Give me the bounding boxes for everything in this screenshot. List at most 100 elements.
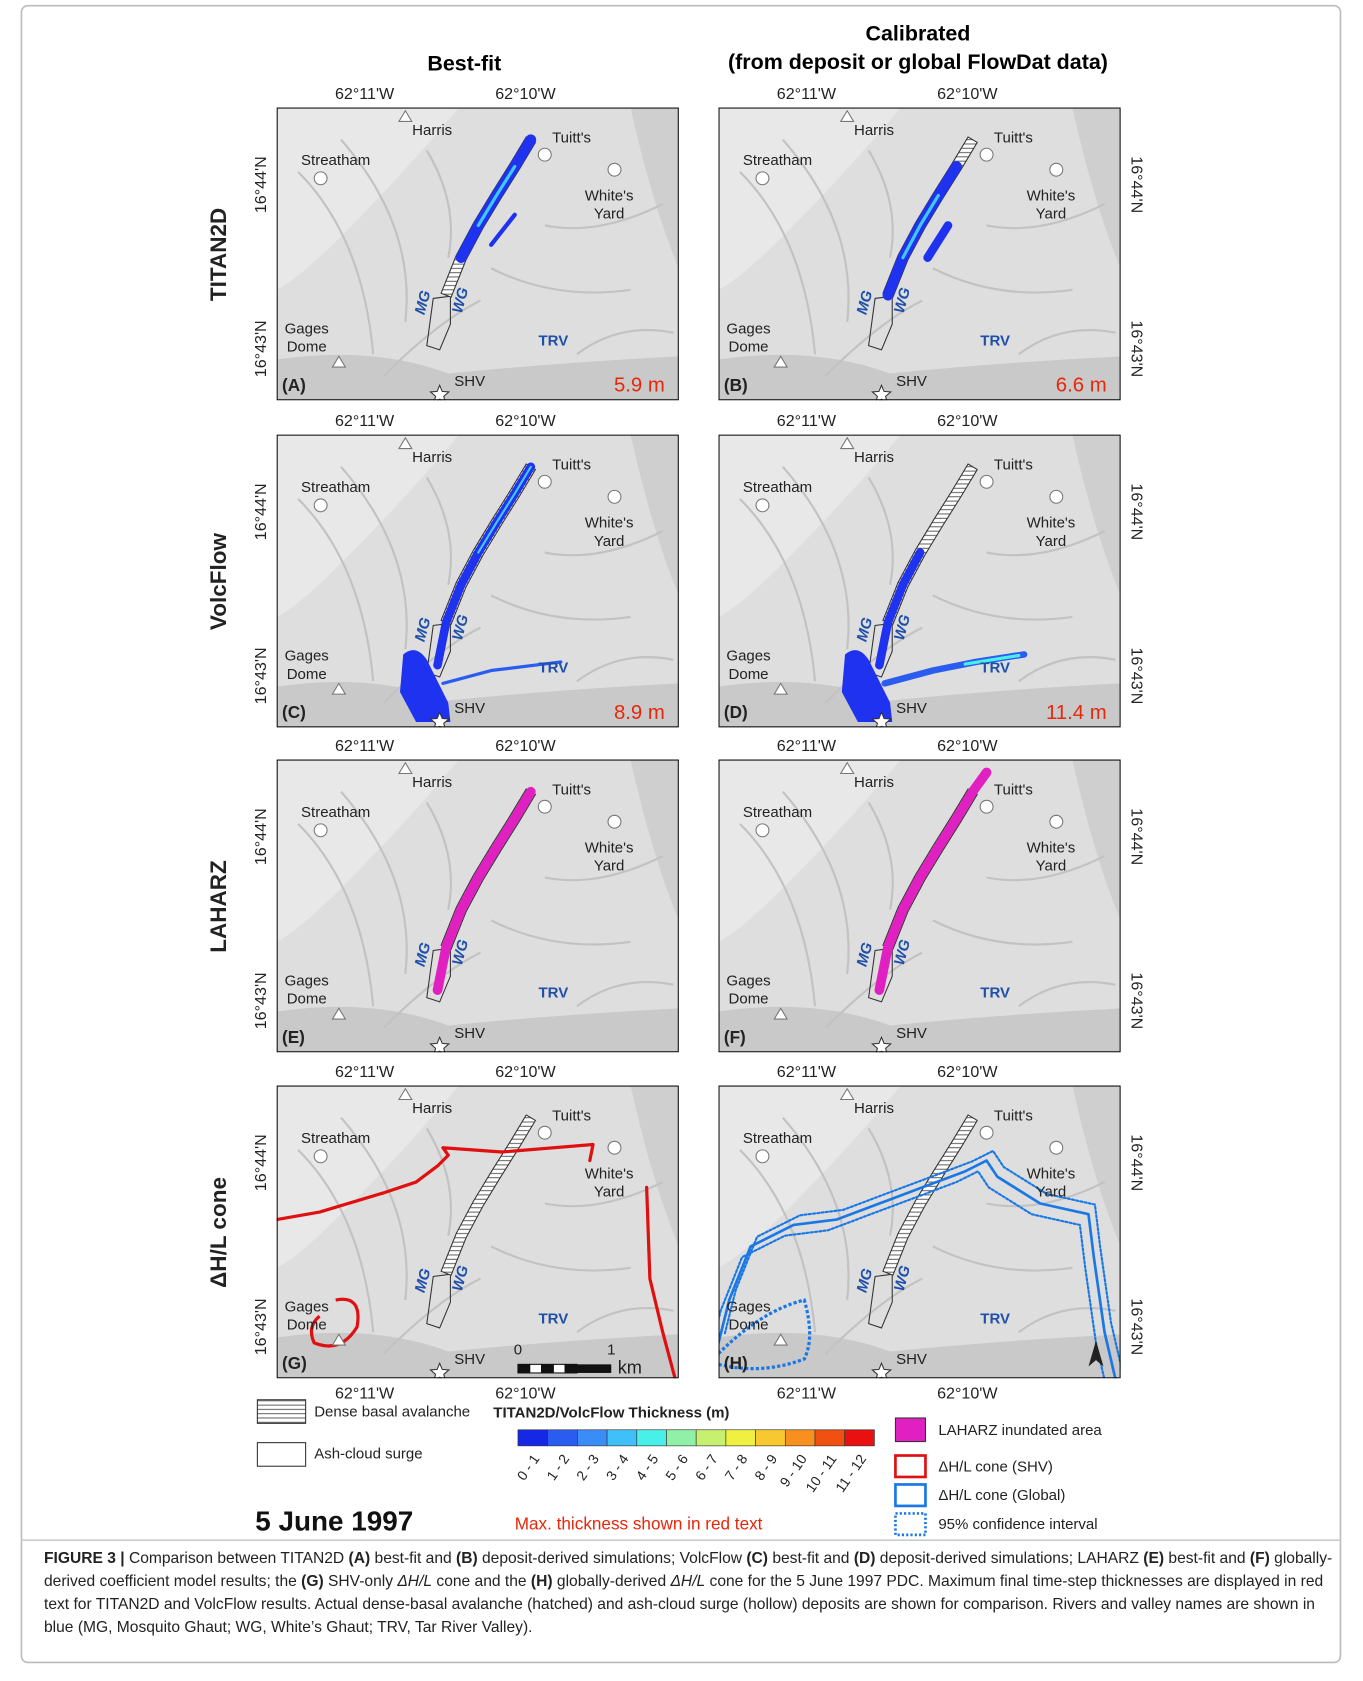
place-label: SHV (454, 1025, 485, 1042)
colorbar-swatch (547, 1429, 578, 1447)
lat-label: 16°44'N (1127, 483, 1145, 540)
place-label: White's (585, 1166, 634, 1183)
marker (313, 1149, 328, 1164)
ridge (297, 1149, 375, 1333)
legend-swatch (894, 1483, 927, 1508)
ridge (544, 855, 664, 882)
lon-label: 62°10'W (495, 1063, 556, 1081)
place-label: White's (1027, 188, 1076, 205)
river-label: WG (891, 613, 914, 643)
max-thickness: 5.9 m (614, 375, 665, 397)
place-label: Streatham (301, 804, 370, 821)
ridge (986, 530, 1106, 557)
place-label: SHV (454, 373, 485, 390)
scale-bar (564, 1363, 578, 1374)
place-label: Gages (285, 320, 329, 337)
place-label: Gages (285, 648, 329, 665)
river-label: TRV (980, 659, 1010, 676)
ridge (340, 1117, 408, 1301)
caption-ref: (A) (348, 1550, 371, 1567)
flow-tail-core (963, 653, 1021, 666)
legend-label: Ash-cloud surge (314, 1445, 422, 1462)
place-label: Gages (285, 972, 329, 989)
confidence-line (723, 1149, 1121, 1369)
colorbar-label: 11 - 12 (832, 1451, 870, 1495)
scale-bar (576, 1364, 612, 1373)
caption-ref: (D) (853, 1550, 876, 1567)
lon-label: 62°11'W (335, 1063, 395, 1081)
caption-text: best-fit and (1164, 1550, 1250, 1567)
ash-cloud-deposit (426, 1273, 451, 1329)
ridge (297, 823, 375, 1007)
river-label: MG (854, 940, 877, 968)
place-label: Harris (412, 1100, 452, 1117)
ridge (383, 299, 481, 377)
marker (839, 436, 855, 450)
ridge (867, 1127, 894, 1236)
ridge (490, 919, 631, 946)
lon-label: 62°11'W (335, 85, 395, 103)
ridge (1018, 656, 1116, 683)
ridge (340, 466, 408, 650)
lon-label: 62°10'W (495, 737, 556, 755)
place-label: Harris (854, 1100, 894, 1117)
place-label: Yard (594, 858, 625, 875)
legend-label: LAHARZ inundated area (938, 1422, 1102, 1439)
colorbar-label: 8 - 9 (751, 1451, 780, 1483)
marker (313, 171, 328, 186)
caption-term: ΔH/L (670, 1573, 706, 1590)
caption-text: Comparison between TITAN2D (124, 1550, 349, 1567)
river-label: TRV (538, 332, 568, 349)
caption-text: globally-derived (552, 1573, 671, 1590)
marker (397, 109, 413, 123)
terrain-shade (276, 107, 459, 290)
place-label: White's (1027, 840, 1076, 857)
confidence-line (718, 1170, 1106, 1379)
caption-ref: (E) (1143, 1550, 1165, 1567)
ridge (425, 801, 452, 910)
scale-bar (552, 1363, 566, 1374)
place-label: SHV (454, 1351, 485, 1368)
lon-label: 62°11'W (335, 737, 395, 755)
max-thickness: 11.4 m (1046, 702, 1107, 724)
cone-global (718, 1159, 1117, 1379)
ridge (932, 594, 1073, 621)
ridge (932, 1245, 1073, 1272)
place-label: Yard (1036, 1184, 1067, 1201)
lat-label: 16°44'N (252, 483, 270, 540)
panel-letter: (D) (724, 702, 748, 722)
ridge (782, 466, 850, 650)
ridge (867, 149, 894, 258)
place-label: Harris (412, 774, 452, 791)
ridge (986, 203, 1106, 230)
marker (331, 1333, 347, 1346)
ridge (782, 791, 850, 975)
panel-letter: (E) (282, 1027, 305, 1047)
column-title: Calibrated (866, 21, 971, 45)
colorbar-label: 3 - 4 (603, 1451, 632, 1483)
river-label: WG (449, 613, 472, 643)
ridge (782, 1117, 850, 1301)
caption-ref: (F) (1249, 1550, 1270, 1567)
river-label: WG (891, 937, 914, 967)
ridge (297, 498, 375, 682)
terrain-shade (718, 681, 1121, 728)
flow-branch (923, 221, 953, 262)
lon-label: 62°10'W (495, 412, 556, 430)
lon-label: 62°11'W (335, 1385, 395, 1403)
caption-ref: (H) (530, 1573, 553, 1590)
laharz-area (874, 767, 992, 995)
cone-shv (645, 1185, 677, 1379)
place-label: Harris (854, 122, 894, 139)
marker (331, 355, 347, 368)
legend-swatch (894, 1454, 927, 1479)
place-label: Dome (287, 1317, 327, 1334)
colorbar-swatch (695, 1429, 727, 1447)
caption-ref: (B) (456, 1550, 478, 1567)
marker (331, 1007, 347, 1020)
date: 5 June 1997 (255, 1505, 413, 1536)
caption-term: ΔH/L (397, 1573, 433, 1590)
lat-label: 16°43'N (1127, 1298, 1145, 1355)
ridge (1018, 1307, 1116, 1334)
